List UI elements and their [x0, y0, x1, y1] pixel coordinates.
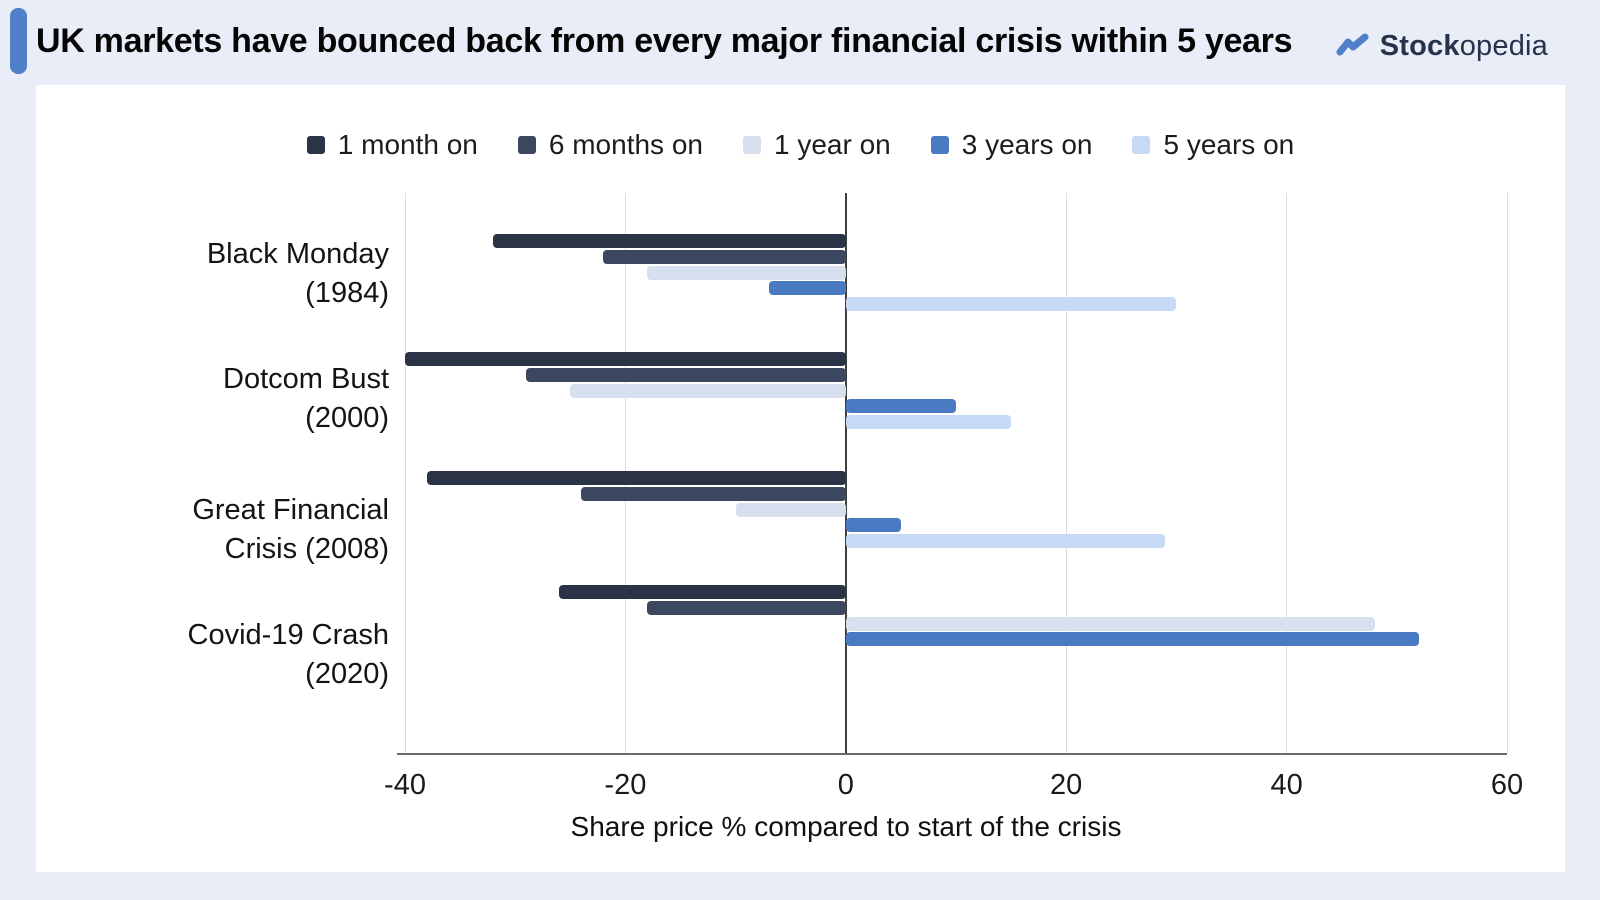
- category-label: Covid-19 Crash (2020): [187, 618, 389, 690]
- x-tick-label: -40: [384, 769, 426, 801]
- bar: [559, 585, 846, 599]
- legend-label: 6 months on: [548, 129, 703, 160]
- gridline: [404, 193, 406, 753]
- zero-line: [844, 193, 847, 753]
- x-tick-label: 0: [837, 769, 854, 801]
- bar: [647, 265, 846, 280]
- bar: [647, 600, 846, 615]
- bar: [405, 352, 846, 366]
- chart-legend: 1 month on 6 months on 1 year on 3 years on…: [36, 125, 1565, 165]
- legend-swatch-icon: [742, 136, 761, 154]
- legend-swatch-icon: [930, 136, 949, 154]
- bar: [493, 234, 846, 248]
- bar: [845, 616, 1375, 631]
- bar: [845, 399, 956, 414]
- x-tick-label: 40: [1270, 769, 1303, 801]
- bar: [427, 471, 846, 485]
- bar: [768, 281, 846, 296]
- bar: [735, 502, 846, 517]
- title-accent-bar: [10, 8, 27, 74]
- category-label: Dotcom Bust (2000): [223, 362, 389, 434]
- legend-item: 6 months on: [517, 129, 703, 161]
- brand-name: Stockopedia: [1380, 30, 1548, 63]
- page-title: UK markets have bounced back from every …: [36, 22, 1293, 60]
- legend-swatch-icon: [1132, 136, 1151, 154]
- bar: [845, 297, 1177, 312]
- brand-name-regular: opedia: [1459, 29, 1548, 62]
- gridline: [1286, 193, 1288, 753]
- legend-item: 1 year on: [742, 129, 891, 161]
- legend-label: 3 years on: [961, 129, 1093, 160]
- brand-name-bold: Stock: [1379, 29, 1460, 62]
- legend-swatch-icon: [306, 136, 325, 154]
- legend-item: 1 month on: [306, 129, 478, 161]
- x-axis-line: [397, 753, 1507, 755]
- gridline: [1506, 193, 1508, 753]
- legend-item: 5 years on: [1132, 129, 1294, 161]
- legend-item: 3 years on: [930, 129, 1093, 161]
- bar: [845, 632, 1419, 647]
- legend-label: 1 year on: [773, 129, 891, 160]
- x-tick-label: -20: [604, 769, 647, 801]
- trend-zigzag-icon: [1336, 32, 1370, 60]
- bar: [845, 415, 1012, 430]
- bar: [603, 249, 846, 264]
- bar: [581, 486, 846, 501]
- category-label: Great Financial Crisis (2008): [192, 493, 389, 565]
- header: UK markets have bounced back from every …: [0, 0, 1600, 85]
- chart-card: 1 month on 6 months on 1 year on 3 years on…: [36, 85, 1565, 872]
- bar: [845, 518, 901, 533]
- legend-label: 5 years on: [1163, 129, 1295, 160]
- chart-plot: Share price % compared to start of the c…: [36, 85, 1565, 872]
- x-axis-title: Share price % compared to start of the c…: [570, 811, 1122, 842]
- x-tick-label: 60: [1490, 769, 1524, 801]
- legend-label: 1 month on: [337, 129, 478, 160]
- x-tick-label: 20: [1050, 769, 1083, 801]
- legend-swatch-icon: [517, 136, 536, 154]
- gridline: [1065, 193, 1067, 753]
- brand-logo: Stockopedia: [1336, 28, 1548, 64]
- bar: [570, 383, 846, 398]
- bar: [845, 534, 1166, 549]
- bar: [526, 367, 846, 382]
- category-label: Black Monday (1984): [206, 237, 389, 309]
